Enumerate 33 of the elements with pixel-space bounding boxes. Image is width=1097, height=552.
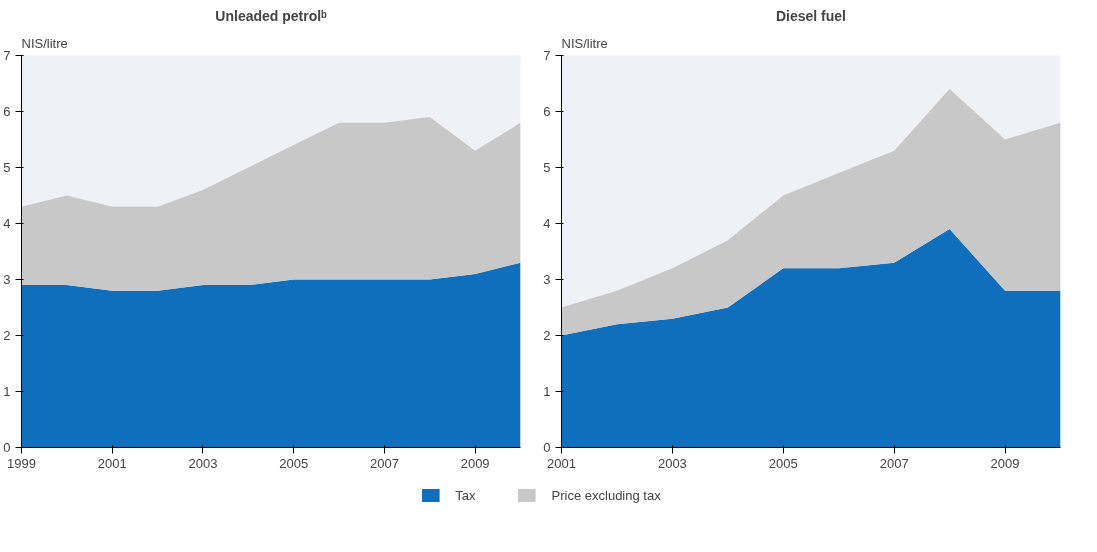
y-tick-label: 6: [543, 104, 551, 119]
y-tick-label: 0: [3, 440, 11, 455]
y-tick-label: 4: [3, 216, 11, 231]
x-tick-label: 2009: [990, 455, 1020, 471]
x-tick-label: 2007: [369, 455, 399, 471]
x-tick-label: 2005: [768, 455, 798, 471]
y-tick-label: 3: [3, 272, 11, 287]
x-tick-label: 2001: [547, 455, 576, 471]
y-tick-label: 5: [3, 160, 11, 175]
y-tick-label: 1: [3, 384, 11, 399]
x-tick-label: 2003: [657, 455, 687, 471]
y-tick-label: 7: [3, 48, 11, 63]
x-tick-label: 2009: [460, 455, 490, 471]
y-tick-label: 3: [543, 272, 551, 287]
legend-label: Price excluding tax: [551, 487, 661, 503]
x-tick-label: 2005: [279, 455, 309, 471]
y-tick-label: 0: [543, 440, 551, 455]
y-tick-label: 6: [3, 104, 11, 119]
y-axis-title: NIS/litre: [21, 35, 68, 51]
x-tick-label: 2001: [97, 455, 127, 471]
legend-label: Tax: [455, 487, 476, 503]
y-tick-label: 2: [543, 328, 551, 343]
y-axis-title: NIS/litre: [561, 35, 608, 51]
x-tick-label: 2007: [879, 455, 909, 471]
y-tick-label: 5: [543, 160, 551, 175]
chart-title: Diesel fuel: [775, 7, 847, 24]
x-tick-label: 2003: [188, 455, 218, 471]
chart-title: Unleaded petrolᵇ: [215, 7, 328, 24]
y-tick-label: 7: [543, 48, 551, 63]
x-tick-label: 1999: [7, 455, 36, 471]
y-tick-label: 4: [543, 216, 551, 231]
y-tick-label: 2: [3, 328, 11, 343]
y-tick-label: 1: [543, 384, 551, 399]
